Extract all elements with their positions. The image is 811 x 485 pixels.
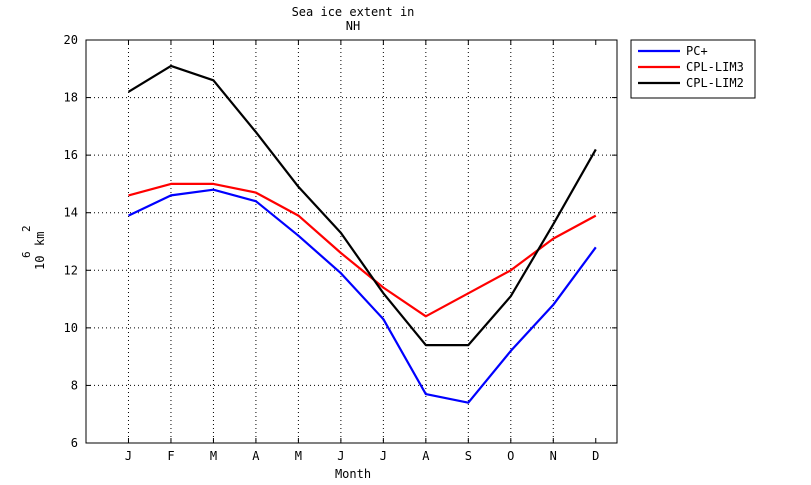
x-tick-label: M <box>210 449 217 463</box>
plot-frame <box>85 39 618 444</box>
y-axis-label: 6 2 10 km <box>20 225 47 270</box>
series-lines <box>127 64 597 404</box>
x-tick-label: J <box>125 449 132 463</box>
chart-title-line-1: Sea ice extent in <box>292 5 415 19</box>
legend-label-1: PC+ <box>686 44 708 58</box>
x-tick-label: A <box>252 449 260 463</box>
y-tick-label: 14 <box>64 206 78 220</box>
legend-label-3: CPL-LIM2 <box>686 76 744 90</box>
legend-label-2: CPL-LIM3 <box>686 60 744 74</box>
legend-box <box>630 39 756 99</box>
x-tick-label: D <box>592 449 599 463</box>
x-tick-label: O <box>507 449 514 463</box>
x-axis-label: Month <box>335 467 371 481</box>
y-axis-label-base-exp: 6 <box>20 251 33 258</box>
y-tick-label: 16 <box>64 148 78 162</box>
y-tick-label: 12 <box>64 263 78 277</box>
x-tick-label: N <box>550 449 557 463</box>
y-tick-label: 20 <box>64 33 78 47</box>
chart-title: Sea ice extent in NH <box>292 5 415 33</box>
series-line-1 <box>128 188 597 404</box>
y-tick-label: 8 <box>71 378 78 392</box>
x-tick-label: M <box>295 449 302 463</box>
x-tick-label: J <box>380 449 387 463</box>
y-tick-label: 18 <box>64 91 78 105</box>
series-line-2 <box>128 182 597 318</box>
axis-ticks: J F M A M J J A S O N D 6 8 10 12 14 16 18 20 <box>64 33 617 463</box>
chart-title-line-2: NH <box>346 19 360 33</box>
x-tick-label: A <box>422 449 430 463</box>
x-tick-label: S <box>465 449 472 463</box>
y-tick-label: 6 <box>71 436 78 450</box>
legend: PC+ CPL-LIM3 CPL-LIM2 <box>630 39 756 99</box>
y-axis-label-unit-exp: 2 <box>20 225 33 232</box>
x-tick-label: F <box>167 449 174 463</box>
x-tick-label: J <box>337 449 344 463</box>
y-tick-label: 10 <box>64 321 78 335</box>
y-axis-label-base: 10 <box>33 256 47 270</box>
y-axis-label-unit: km <box>33 232 47 246</box>
grid <box>86 40 617 443</box>
series-line-3 <box>127 64 597 347</box>
